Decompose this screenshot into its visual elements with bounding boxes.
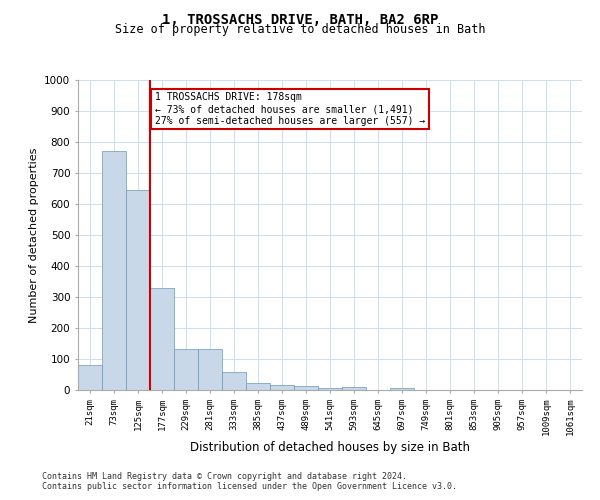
Bar xyxy=(246,383,270,390)
Bar xyxy=(390,388,414,390)
Bar xyxy=(174,349,198,390)
Text: Contains HM Land Registry data © Crown copyright and database right 2024.: Contains HM Land Registry data © Crown c… xyxy=(42,472,407,481)
Text: Size of property relative to detached houses in Bath: Size of property relative to detached ho… xyxy=(115,22,485,36)
Bar xyxy=(222,372,246,390)
Bar xyxy=(198,349,222,390)
Text: Contains public sector information licensed under the Open Government Licence v3: Contains public sector information licen… xyxy=(42,482,457,491)
X-axis label: Distribution of detached houses by size in Bath: Distribution of detached houses by size … xyxy=(190,441,470,454)
Bar xyxy=(294,386,318,390)
Bar xyxy=(126,190,150,390)
Bar xyxy=(270,384,294,390)
Bar xyxy=(318,388,342,390)
Text: 1 TROSSACHS DRIVE: 178sqm
← 73% of detached houses are smaller (1,491)
27% of se: 1 TROSSACHS DRIVE: 178sqm ← 73% of detac… xyxy=(155,92,425,126)
Bar xyxy=(342,387,366,390)
Text: 1, TROSSACHS DRIVE, BATH, BA2 6RP: 1, TROSSACHS DRIVE, BATH, BA2 6RP xyxy=(162,12,438,26)
Bar xyxy=(102,152,126,390)
Y-axis label: Number of detached properties: Number of detached properties xyxy=(29,148,38,322)
Bar xyxy=(150,288,174,390)
Bar xyxy=(78,365,102,390)
